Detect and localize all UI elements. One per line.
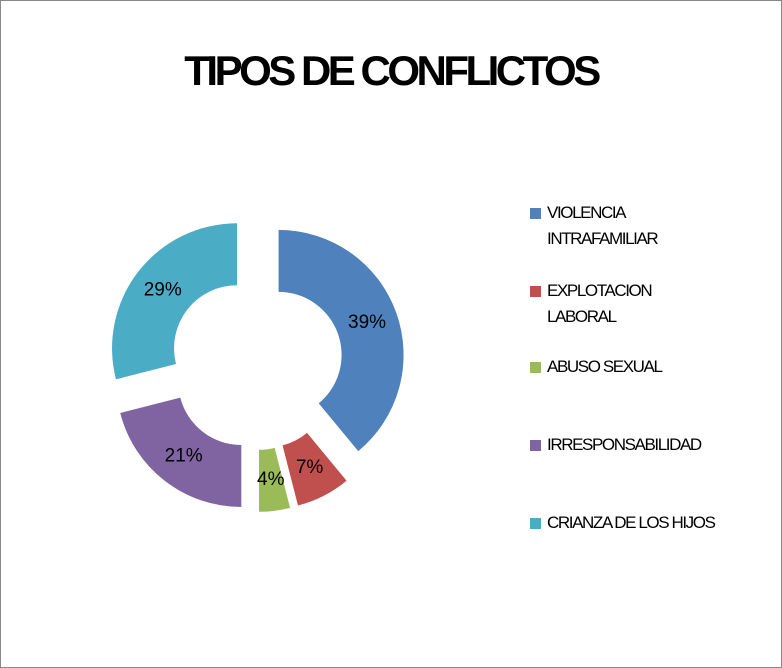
legend-swatch [530,440,541,451]
value-label: 21% [165,445,203,466]
donut-slice [112,223,238,380]
value-label: 7% [296,457,324,478]
value-label: 4% [257,469,285,490]
legend-label: CRIANZA DE LOS HIJOS [547,513,716,532]
legend-swatch [530,286,541,297]
legend-label: ABUSO SEXUAL [547,357,663,376]
legend-label: IRRESPONSABILIDAD [547,435,702,454]
donut-slice [282,432,347,506]
value-label: 29% [144,280,182,301]
donut-slice [120,397,242,507]
legend-swatch [530,208,541,219]
donut-slice [278,229,404,452]
legend-swatch [530,518,541,529]
legend-label: EXPLOTACION LABORAL [547,281,653,326]
donut-slice [259,447,291,512]
legend-swatch [530,362,541,373]
value-label: 39% [348,312,386,333]
chart-title: TIPOS DE CONFLICTOS [184,47,601,94]
legend-label: VIOLENCIA INTRAFAMILIAR [547,203,659,248]
